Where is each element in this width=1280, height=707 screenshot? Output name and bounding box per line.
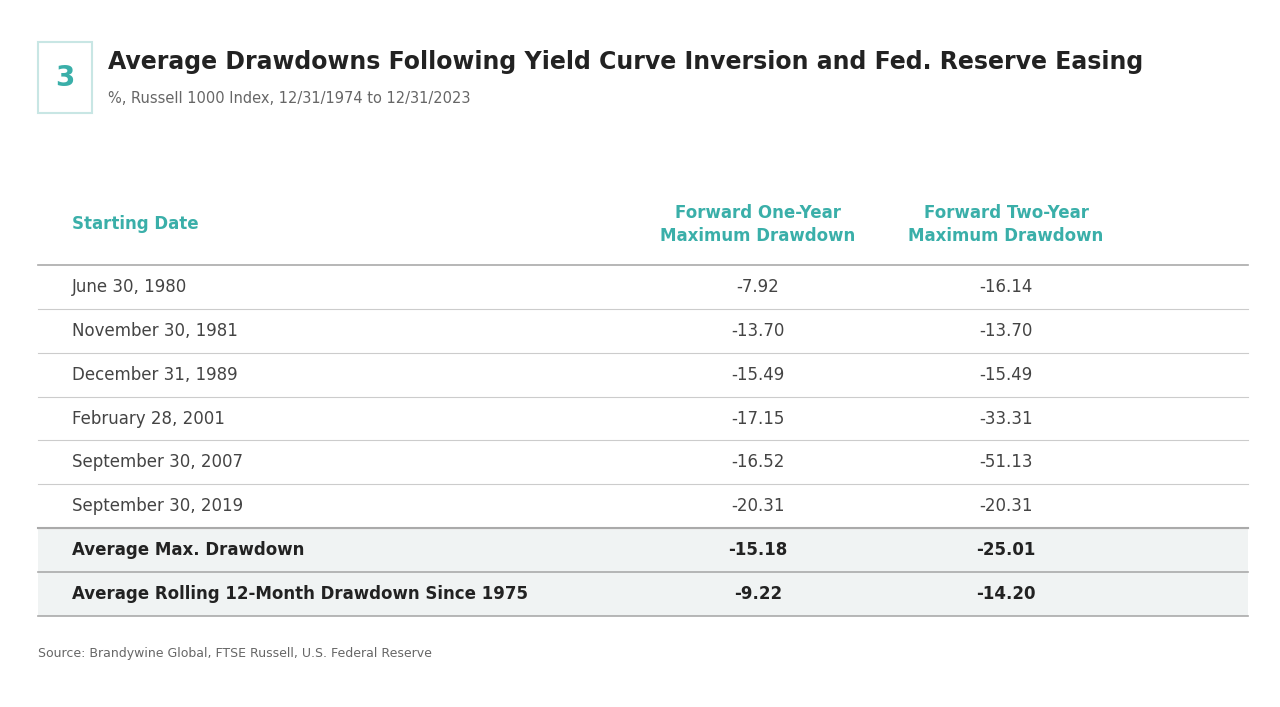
Text: December 31, 1989: December 31, 1989 — [72, 366, 238, 384]
Text: September 30, 2007: September 30, 2007 — [72, 453, 243, 472]
Text: June 30, 1980: June 30, 1980 — [72, 278, 187, 296]
Text: -51.13: -51.13 — [979, 453, 1033, 472]
Text: %, Russell 1000 Index, 12/31/1974 to 12/31/2023: %, Russell 1000 Index, 12/31/1974 to 12/… — [108, 91, 470, 107]
Text: September 30, 2019: September 30, 2019 — [72, 497, 243, 515]
Text: Average Max. Drawdown: Average Max. Drawdown — [72, 541, 305, 559]
Text: February 28, 2001: February 28, 2001 — [72, 409, 225, 428]
Text: 3: 3 — [55, 64, 76, 92]
Text: Average Rolling 12-Month Drawdown Since 1975: Average Rolling 12-Month Drawdown Since … — [72, 585, 529, 603]
Text: -7.92: -7.92 — [737, 278, 780, 296]
Text: November 30, 1981: November 30, 1981 — [72, 322, 238, 340]
Text: -15.49: -15.49 — [731, 366, 785, 384]
Text: -17.15: -17.15 — [731, 409, 785, 428]
Text: Average Drawdowns Following Yield Curve Inversion and Fed. Reserve Easing: Average Drawdowns Following Yield Curve … — [108, 50, 1143, 74]
Text: -13.70: -13.70 — [979, 322, 1033, 340]
Text: Forward One-Year
Maximum Drawdown: Forward One-Year Maximum Drawdown — [660, 204, 856, 245]
Text: -16.52: -16.52 — [731, 453, 785, 472]
Text: Source: Brandywine Global, FTSE Russell, U.S. Federal Reserve: Source: Brandywine Global, FTSE Russell,… — [38, 648, 433, 660]
Text: -13.70: -13.70 — [731, 322, 785, 340]
Text: -14.20: -14.20 — [977, 585, 1036, 603]
Text: -16.14: -16.14 — [979, 278, 1033, 296]
Text: Starting Date: Starting Date — [72, 216, 198, 233]
Text: -25.01: -25.01 — [977, 541, 1036, 559]
Text: Forward Two-Year
Maximum Drawdown: Forward Two-Year Maximum Drawdown — [909, 204, 1103, 245]
Text: -20.31: -20.31 — [979, 497, 1033, 515]
Text: -15.49: -15.49 — [979, 366, 1033, 384]
Text: -9.22: -9.22 — [733, 585, 782, 603]
Text: -33.31: -33.31 — [979, 409, 1033, 428]
Text: -15.18: -15.18 — [728, 541, 787, 559]
Text: -20.31: -20.31 — [731, 497, 785, 515]
